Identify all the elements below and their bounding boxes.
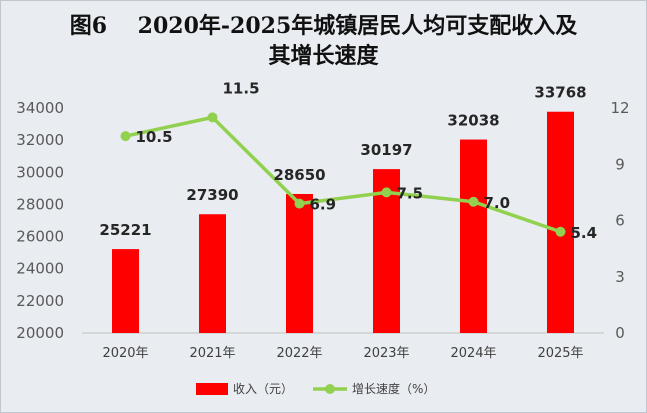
y-right-tick-label: 6 bbox=[615, 212, 625, 230]
x-axis: 2020年 2021年 2022年 2023年 2024年 2025年 bbox=[102, 346, 583, 361]
y-right-tick-label: 0 bbox=[615, 324, 625, 342]
growth-rate-point bbox=[468, 196, 479, 207]
income-bar bbox=[460, 139, 487, 333]
x-tick-label: 2022年 bbox=[276, 346, 322, 361]
x-tick-label: 2020年 bbox=[102, 346, 148, 361]
growth-rate-label: 7.0 bbox=[484, 194, 511, 212]
income-bar-label: 32038 bbox=[447, 112, 499, 130]
y-left-tick-label: 24000 bbox=[16, 260, 64, 278]
legend-growth-marker bbox=[325, 384, 335, 394]
x-tick-label: 2021年 bbox=[189, 346, 235, 361]
y-axis-right: 0 3 6 9 12 bbox=[610, 99, 629, 342]
growth-rate-point bbox=[294, 198, 305, 209]
legend-income-label: 收入（元） bbox=[233, 382, 293, 396]
growth-rate-point bbox=[120, 131, 131, 142]
line-data-labels: 10.5 11.5 6.9 7.5 7.0 5.4 bbox=[136, 79, 598, 241]
growth-rate-point bbox=[555, 226, 566, 237]
x-tick-label: 2023年 bbox=[363, 346, 409, 361]
growth-rate-point bbox=[207, 112, 218, 123]
y-left-tick-label: 22000 bbox=[16, 292, 64, 310]
income-bar-label: 27390 bbox=[186, 186, 238, 204]
y-left-tick-label: 20000 bbox=[16, 324, 64, 342]
growth-rate-label: 11.5 bbox=[223, 79, 260, 97]
growth-rate-label: 5.4 bbox=[571, 224, 598, 242]
growth-rate-label: 7.5 bbox=[397, 184, 424, 202]
y-left-tick-label: 26000 bbox=[16, 228, 64, 246]
growth-rate-label: 6.9 bbox=[310, 196, 337, 214]
y-left-tick-label: 34000 bbox=[16, 99, 64, 117]
chart-title-line-1: 图6 2020年-2025年城镇居民人均可支配收入及 bbox=[69, 13, 578, 39]
y-axis-left: 20000 22000 24000 26000 28000 30000 32000 34000 bbox=[16, 99, 64, 342]
y-left-tick-label: 30000 bbox=[16, 163, 64, 181]
y-right-tick-label: 3 bbox=[615, 268, 625, 286]
bar-data-labels: 25221 27390 28650 30197 32038 33768 bbox=[99, 84, 586, 239]
income-bar bbox=[112, 249, 139, 333]
income-bar bbox=[547, 111, 574, 333]
y-right-tick-label: 12 bbox=[610, 99, 629, 117]
income-bar bbox=[286, 193, 313, 333]
y-left-tick-label: 28000 bbox=[16, 195, 64, 213]
growth-rate-point bbox=[381, 187, 392, 198]
legend: 收入（元） 增长速度（%） bbox=[196, 381, 435, 396]
income-bar-label: 33768 bbox=[534, 84, 586, 102]
chart-title-line-2: 其增长速度 bbox=[268, 43, 379, 69]
y-left-tick-label: 32000 bbox=[16, 131, 64, 149]
income-bar-label: 25221 bbox=[99, 221, 151, 239]
growth-rate-line bbox=[125, 115, 562, 234]
line-series bbox=[120, 112, 566, 237]
growth-rate-label: 10.5 bbox=[136, 128, 173, 146]
x-tick-label: 2025年 bbox=[537, 346, 583, 361]
y-right-tick-label: 9 bbox=[615, 155, 625, 173]
income-bar bbox=[199, 214, 226, 333]
x-tick-label: 2024年 bbox=[450, 346, 496, 361]
legend-growth-label: 增长速度（%） bbox=[352, 381, 435, 396]
income-bar-label: 30197 bbox=[360, 141, 412, 159]
income-bar-label: 28650 bbox=[273, 166, 325, 184]
bar-series bbox=[112, 111, 574, 333]
legend-income-swatch bbox=[196, 383, 228, 395]
